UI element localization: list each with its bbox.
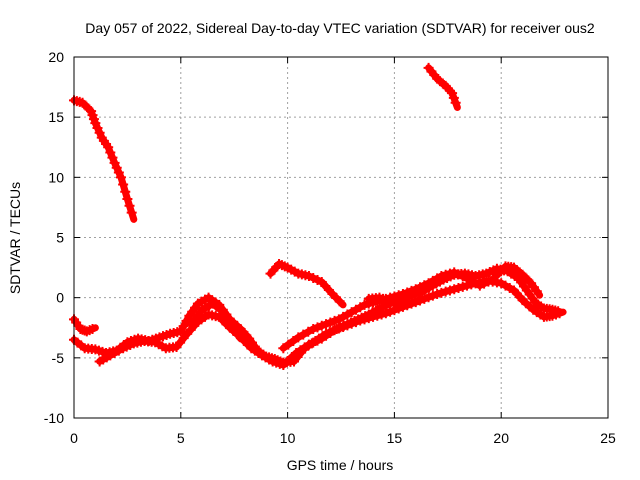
series-track-a xyxy=(70,96,138,223)
data-point-marker xyxy=(107,152,118,163)
data-point-marker xyxy=(109,157,120,168)
data-point-marker xyxy=(448,92,459,103)
data-point-marker xyxy=(103,142,114,153)
data-point-marker xyxy=(122,193,133,204)
y-tick-label: 15 xyxy=(48,109,64,125)
data-point-marker xyxy=(178,321,189,332)
data-point-marker xyxy=(126,207,137,218)
data-point-marker xyxy=(413,295,424,306)
data-point-marker xyxy=(113,167,124,178)
data-point-marker xyxy=(124,200,135,211)
data-point-marker xyxy=(531,286,542,297)
data-point-marker xyxy=(447,88,458,99)
data-point-marker xyxy=(554,308,565,319)
data-point-marker xyxy=(232,329,243,340)
x-tick-label: 20 xyxy=(493,430,509,446)
x-tick-label: 5 xyxy=(177,430,185,446)
tick-layer: 0 5 10 15 20 25 -10 -5 0 5 10 15 20 xyxy=(44,49,616,446)
y-tick-label: -5 xyxy=(52,350,65,366)
x-axis-label: GPS time / hours xyxy=(287,457,394,473)
data-point-marker xyxy=(92,122,103,133)
y-tick-label: -10 xyxy=(44,410,64,426)
x-tick-label: 10 xyxy=(280,430,296,446)
data-point-marker xyxy=(87,323,98,334)
data-point-marker xyxy=(90,118,101,129)
data-point-marker xyxy=(450,97,461,108)
data-point-marker xyxy=(94,127,105,138)
y-tick-label: 5 xyxy=(56,230,64,246)
y-tick-label: 0 xyxy=(56,290,64,306)
data-point-marker xyxy=(115,172,126,183)
chart-title: Day 057 of 2022, Sidereal Day-to-day VTE… xyxy=(85,20,595,36)
data-point-marker xyxy=(334,296,345,307)
data-point-marker xyxy=(105,147,116,158)
data-point-marker xyxy=(111,162,122,173)
x-tick-label: 0 xyxy=(70,430,78,446)
x-tick-label: 25 xyxy=(600,430,616,446)
data-point-marker xyxy=(175,326,186,337)
y-axis-label: SDTVAR / TECUs xyxy=(7,182,23,294)
y-tick-label: 20 xyxy=(48,49,64,65)
series-track-g xyxy=(188,300,245,343)
data-point-marker xyxy=(118,179,129,190)
data-point-marker xyxy=(120,186,131,197)
series-layer xyxy=(69,62,567,371)
y-tick-label: 10 xyxy=(48,169,64,185)
x-tick-label: 15 xyxy=(387,430,403,446)
